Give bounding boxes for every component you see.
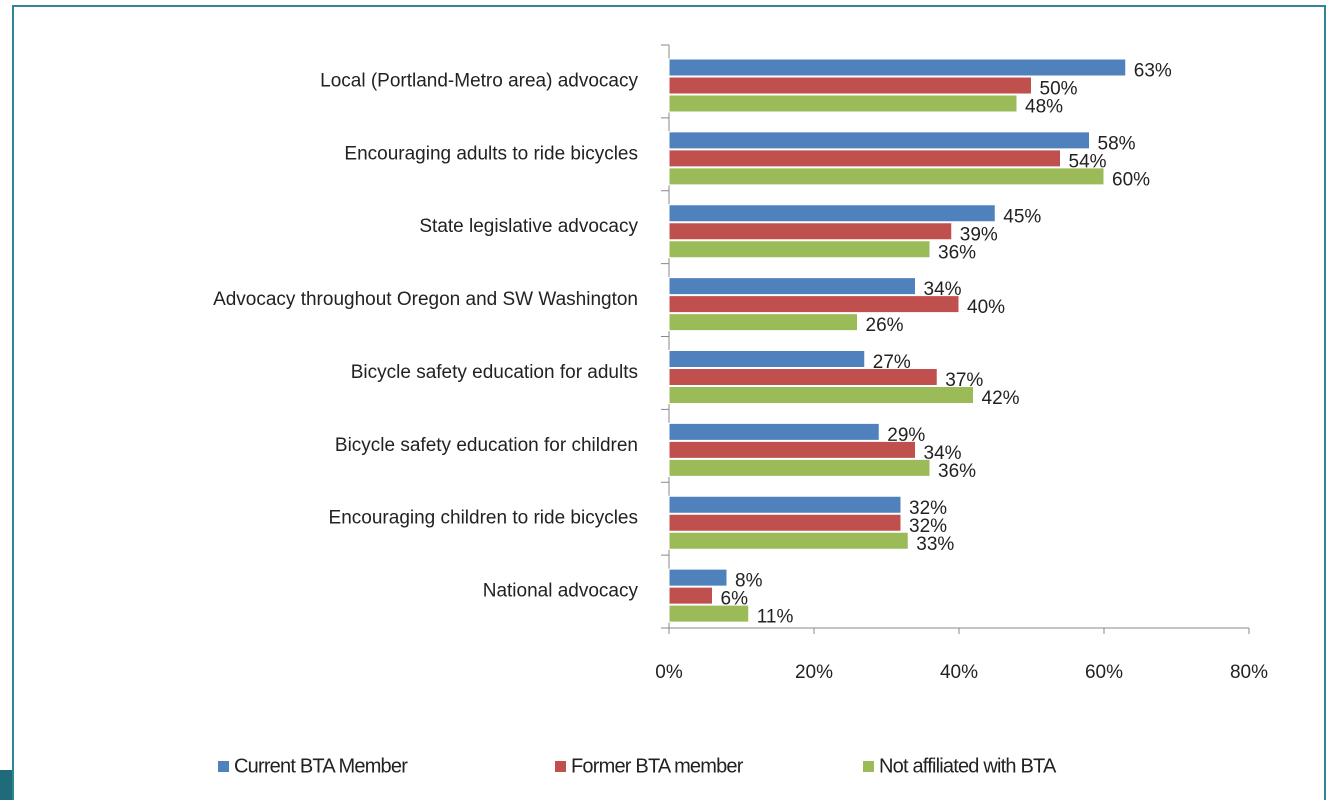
- value-label: 42%: [982, 388, 1020, 409]
- value-label: 6%: [721, 589, 749, 610]
- value-label: 32%: [909, 516, 947, 537]
- legend-label: Current BTA Member: [234, 755, 408, 777]
- value-label: 48%: [1025, 97, 1063, 118]
- value-label: 34%: [924, 443, 962, 464]
- value-label: 60%: [1112, 169, 1150, 190]
- bar: [668, 531, 909, 550]
- legend-swatch: [863, 761, 874, 772]
- y-tick-label: Bicycle safety education for adults: [351, 362, 638, 383]
- x-tick-label: 20%: [795, 662, 833, 683]
- bar: [668, 368, 938, 386]
- x-tick-label: 80%: [1230, 662, 1268, 683]
- bar: [668, 240, 931, 259]
- bar: [668, 94, 1018, 113]
- y-tick-label: National advocacy: [483, 581, 639, 602]
- legend-label: Former BTA member: [571, 755, 744, 777]
- bar: [668, 277, 916, 296]
- bar: [668, 458, 931, 477]
- value-label: 26%: [866, 315, 904, 336]
- frame-corner: [0, 770, 12, 800]
- x-tick-label: 0%: [655, 662, 683, 683]
- bar: [668, 76, 1032, 95]
- bar: [668, 167, 1105, 186]
- value-label: 29%: [887, 425, 925, 446]
- x-tick-label: 40%: [940, 662, 978, 683]
- bar: [668, 313, 858, 332]
- bar: [668, 422, 880, 441]
- value-label: 39%: [960, 224, 998, 245]
- value-label: 58%: [1098, 133, 1136, 154]
- y-tick-label: Encouraging adults to ride bicycles: [344, 143, 638, 164]
- value-label: 33%: [916, 534, 954, 555]
- bar: [668, 586, 713, 605]
- legend-swatch: [218, 761, 229, 772]
- y-tick-label: Encouraging children to ride bicycles: [329, 508, 638, 529]
- bar: [668, 295, 960, 314]
- bar: [668, 58, 1127, 77]
- value-label: 11%: [757, 607, 794, 628]
- bar: [668, 149, 1061, 168]
- bar: [668, 513, 902, 532]
- value-label: 34%: [924, 279, 962, 300]
- value-label: 40%: [967, 297, 1005, 318]
- y-tick-label: State legislative advocacy: [419, 216, 638, 237]
- frame: [12, 5, 1326, 805]
- bar: [668, 495, 902, 514]
- y-tick-label: Local (Portland-Metro area) advocacy: [320, 70, 638, 91]
- y-tick-label: Bicycle safety education for children: [335, 435, 638, 456]
- value-label: 54%: [1069, 151, 1107, 172]
- bar: [668, 350, 866, 368]
- bar: [668, 568, 728, 587]
- value-label: 36%: [938, 461, 976, 482]
- bar: [668, 204, 996, 223]
- y-tick-label: Advocacy throughout Oregon and SW Washin…: [213, 289, 638, 310]
- value-label: 8%: [735, 571, 763, 592]
- bar: [668, 131, 1090, 150]
- value-label: 36%: [938, 242, 976, 263]
- value-label: 45%: [1003, 206, 1041, 227]
- bar: [668, 440, 916, 459]
- bar: [668, 604, 750, 623]
- value-label: 27%: [873, 352, 911, 373]
- value-label: 50%: [1040, 79, 1078, 100]
- bar: [668, 386, 974, 404]
- value-label: 63%: [1134, 61, 1172, 82]
- legend-label: Not affiliated with BTA: [879, 755, 1057, 777]
- x-tick-label: 60%: [1085, 662, 1123, 683]
- legend-swatch: [555, 761, 566, 772]
- value-label: 32%: [909, 498, 947, 519]
- value-label: 37%: [945, 370, 983, 391]
- bar: [668, 222, 953, 241]
